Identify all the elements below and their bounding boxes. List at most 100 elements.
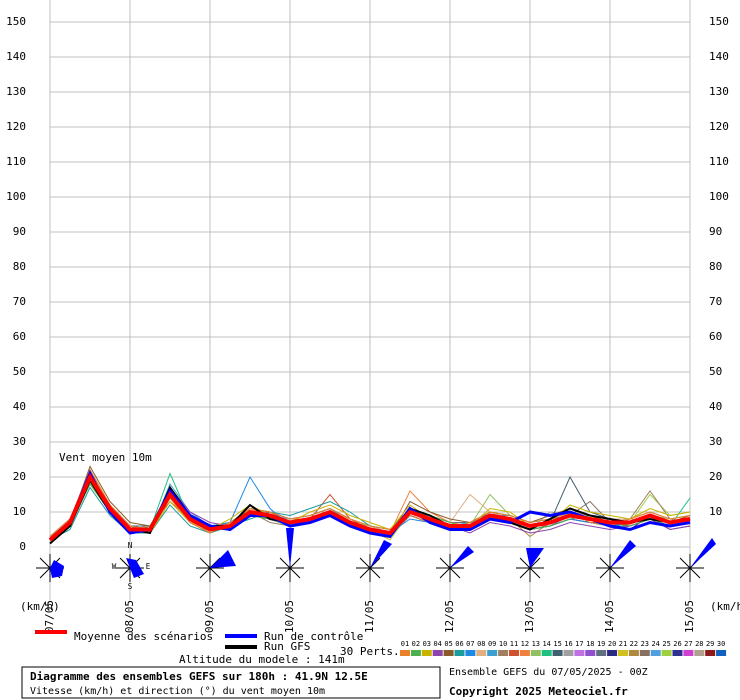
- x-tick-label: 15/05: [683, 600, 696, 633]
- legend-swatch: [421, 650, 432, 656]
- legend-label: 06: [455, 640, 463, 648]
- legend-swatch: [541, 650, 552, 656]
- legend-label: 19: [597, 640, 605, 648]
- x-tick-label: 14/05: [603, 600, 616, 633]
- y-tick-label: 150: [6, 15, 26, 28]
- wind-roses: [36, 528, 716, 582]
- copyright: Copyright 2025 Meteociel.fr: [449, 685, 628, 698]
- legend-swatch: [476, 650, 487, 656]
- legend-label: Run GFS: [264, 640, 310, 653]
- legend-label: 27: [684, 640, 692, 648]
- legend-label: 05: [444, 640, 452, 648]
- legend-label: 03: [423, 640, 431, 648]
- y-tick-label: 50: [13, 365, 26, 378]
- legend-label: 30: [717, 640, 725, 648]
- y-tick-label: 60: [13, 330, 26, 343]
- y2-tick-label: 50: [709, 365, 722, 378]
- legend-label: 22: [630, 640, 638, 648]
- legend-swatch: [650, 650, 661, 656]
- y2-tick-label: 10: [709, 505, 722, 518]
- compass-label: S: [128, 582, 133, 591]
- legend-label: 13: [532, 640, 540, 648]
- y-tick-label: 0: [19, 540, 26, 553]
- footer-box: [21, 666, 441, 699]
- perturbations-label: 30 Perts.: [340, 645, 400, 658]
- legend-swatch: [432, 650, 443, 656]
- legend-label: 14: [542, 640, 550, 648]
- legend-swatch: [618, 650, 628, 656]
- legend-swatch: [705, 650, 716, 656]
- y-tick-label: 80: [13, 260, 26, 273]
- run-info: Ensemble GEFS du 07/05/2025 - 00Z: [449, 667, 648, 678]
- grid: 0 10 20 30 40 50 60 70 80 90 100 110 120 130 140 150 10 2…: [6, 0, 729, 633]
- series-line: [49, 472, 691, 544]
- y-tick-label: 120: [6, 120, 26, 133]
- x-tick-label: 11/05: [363, 600, 376, 633]
- legend-swatch: [639, 650, 650, 656]
- y2-tick-label: 90: [709, 225, 722, 238]
- y2-tick-label: 60: [709, 330, 722, 343]
- legend-swatch: [661, 650, 672, 656]
- x-tick-label: 08/05: [123, 600, 136, 633]
- x-tick-label: 13/05: [523, 600, 536, 633]
- legend-label: 08: [477, 640, 485, 648]
- y-tick-label: 30: [13, 435, 26, 448]
- legend-label: 18: [586, 640, 594, 648]
- y2-tick-label: 110: [709, 155, 729, 168]
- y2-tick-label: 80: [709, 260, 722, 273]
- altitude: Altitude du modele : 141m: [179, 653, 345, 666]
- legend-label: 11: [510, 640, 518, 648]
- compass-label: N: [128, 541, 133, 550]
- legend-label: 20: [608, 640, 616, 648]
- legend-label: 07: [466, 640, 474, 648]
- y-tick-label: 100: [6, 190, 26, 203]
- y2-tick-label: 70: [709, 295, 722, 308]
- footer-title: Diagramme des ensembles GEFS sur 180h : …: [30, 670, 368, 683]
- y-tick-label: 90: [13, 225, 26, 238]
- legend-label: 02: [412, 640, 420, 648]
- legend-swatch: [519, 650, 530, 656]
- legend-label: 10: [499, 640, 507, 648]
- legend-swatch: [574, 650, 585, 656]
- legend-label: Moyenne des scénarios: [74, 630, 213, 643]
- legend-label: 28: [695, 640, 703, 648]
- y2-axis-label: (km/h): [710, 600, 740, 613]
- legend: Moyenne des scénarios Run de contrôleRun …: [35, 630, 727, 656]
- series-line: [48, 472, 691, 542]
- legend-label: 25: [662, 640, 670, 648]
- legend-swatch: [694, 650, 705, 656]
- legend-swatch: [672, 650, 683, 656]
- lines: [48, 465, 691, 545]
- y-tick-label: 130: [6, 85, 26, 98]
- y2-tick-label: 100: [709, 190, 729, 203]
- legend-label: 23: [641, 640, 649, 648]
- legend-label: Run de contrôle: [264, 630, 363, 643]
- legend-label: 09: [488, 640, 496, 648]
- y2-tick-label: 150: [709, 15, 729, 28]
- x-tick-label: 12/05: [443, 600, 456, 633]
- y2-tick-label: 20: [709, 470, 722, 483]
- y2-tick-label: 130: [709, 85, 729, 98]
- y-axis-label: (km/h): [20, 600, 60, 613]
- y2-tick-label: 40: [709, 400, 722, 413]
- legend-label: 29: [706, 640, 714, 648]
- legend-swatch: [410, 650, 421, 656]
- x-tick-label: 10/05: [283, 600, 296, 633]
- footer-subtitle: Vitesse (km/h) et direction (°) du vent …: [30, 686, 325, 697]
- compass-label: E: [146, 562, 151, 571]
- y2-tick-label: 120: [709, 120, 729, 133]
- legend-swatch: [465, 650, 476, 656]
- y-tick-label: 10: [13, 505, 26, 518]
- legend-label: 16: [564, 640, 572, 648]
- legend-swatch: [683, 650, 694, 656]
- y-tick-label: 20: [13, 470, 26, 483]
- annotation: Vent moyen 10m: [59, 451, 152, 464]
- legend-swatch: [487, 650, 498, 656]
- legend-label: 01: [401, 640, 409, 648]
- legend-swatch: [443, 650, 454, 656]
- y2-tick-label: 140: [709, 50, 729, 63]
- legend-swatch: [454, 650, 465, 656]
- x-tick-label: 07/05: [43, 600, 56, 633]
- legend-label: 21: [619, 640, 627, 648]
